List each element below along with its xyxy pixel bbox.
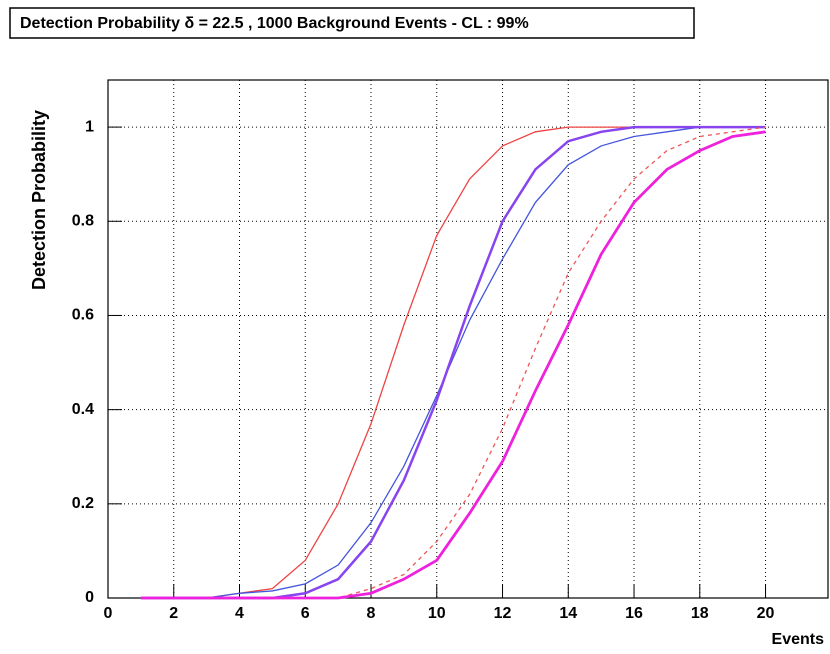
x-tick-label: 12	[494, 605, 512, 622]
plot-frame	[107, 79, 829, 599]
y-tick-label: 0.4	[72, 401, 94, 418]
y-tick-label: 0.8	[72, 212, 94, 229]
data-line	[140, 130, 766, 600]
data-line	[140, 126, 766, 599]
data-line	[140, 126, 766, 599]
y-tick-label: 1	[85, 118, 94, 135]
x-tick-label: 10	[428, 605, 446, 622]
x-tick-label: 8	[367, 605, 376, 622]
y-tick-label: 0.2	[72, 495, 94, 512]
x-tick-label: 16	[625, 605, 643, 622]
title-box	[9, 7, 695, 39]
x-tick-label: 4	[235, 605, 244, 622]
x-tick-label: 20	[757, 605, 775, 622]
y-tick-label: 0	[85, 589, 94, 606]
y-tick-label: 0.6	[72, 307, 94, 324]
x-tick-label: 18	[691, 605, 709, 622]
chart-title: Detection Probability δ = 22.5 , 1000 Ba…	[20, 15, 529, 32]
x-tick-label: 14	[559, 605, 577, 622]
x-axis-label: Events	[772, 631, 825, 648]
data-line	[140, 126, 766, 599]
x-tick-label: 0	[104, 605, 113, 622]
x-tick-label: 2	[169, 605, 178, 622]
y-axis-label: Detection Probability	[29, 110, 49, 290]
data-line	[140, 125, 766, 600]
x-tick-label: 6	[301, 605, 310, 622]
